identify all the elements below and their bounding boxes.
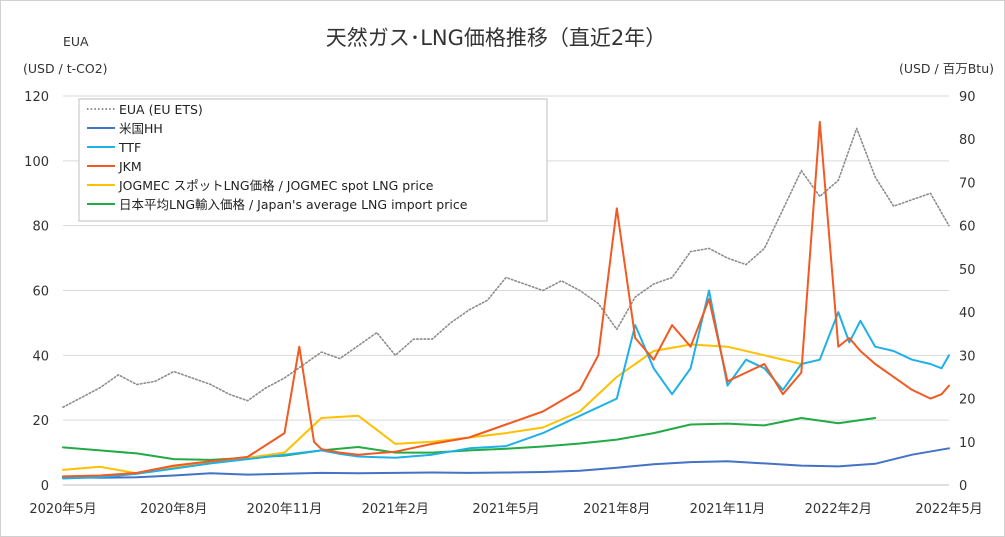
x-tick-label: 2021年5月 bbox=[472, 502, 539, 517]
left-tick-label: 20 bbox=[32, 414, 49, 429]
x-axis-ticks: 2020年5月 2020年8月 2020年11月 2021年2月 2021年5月 2021… bbox=[29, 502, 982, 517]
series-line-1 bbox=[62, 447, 950, 479]
left-axis-ticks: 0 20 40 60 80 100 120 bbox=[24, 90, 49, 494]
left-tick-label: 80 bbox=[32, 220, 49, 235]
x-tick-label: 2022年5月 bbox=[915, 502, 982, 517]
right-tick-label: 40 bbox=[959, 306, 976, 321]
x-tick-label: 2020年8月 bbox=[140, 502, 207, 517]
series-line-4 bbox=[62, 343, 803, 475]
x-tick-label: 2022年2月 bbox=[805, 502, 872, 517]
right-axis-ticks: 0 10 20 30 40 50 60 70 80 90 bbox=[959, 90, 976, 494]
x-tick-label: 2020年5月 bbox=[29, 502, 96, 517]
x-tick-label: 2021年8月 bbox=[583, 502, 650, 517]
series-line-2 bbox=[62, 289, 950, 480]
x-tick-label: 2020年11月 bbox=[247, 502, 323, 517]
legend-label: JOGMEC スポットLNG価格 / JOGMEC spot LNG price bbox=[118, 178, 434, 193]
legend-label: EUA (EU ETS) bbox=[119, 102, 203, 117]
right-tick-label: 0 bbox=[959, 479, 967, 494]
legend-label: TTF bbox=[118, 140, 141, 155]
legend-label: JKM bbox=[118, 159, 142, 174]
series-group bbox=[62, 120, 950, 480]
series-line-0 bbox=[62, 127, 950, 408]
left-axis-label-line1: EUA bbox=[63, 34, 89, 49]
series-line-3 bbox=[62, 120, 950, 478]
right-tick-label: 30 bbox=[959, 349, 976, 364]
left-tick-label: 100 bbox=[24, 155, 49, 170]
right-tick-label: 10 bbox=[959, 436, 976, 451]
x-tick-label: 2021年11月 bbox=[690, 502, 766, 517]
x-tick-label: 2021年2月 bbox=[362, 502, 429, 517]
left-tick-label: 0 bbox=[41, 479, 49, 494]
legend: EUA (EU ETS) 米国HH TTF JKM JOGMEC スポットLNG価格 /… bbox=[78, 98, 548, 222]
legend-label: 日本平均LNG輸入価格 / Japan's average LNG import… bbox=[119, 197, 468, 212]
right-tick-label: 60 bbox=[959, 220, 976, 235]
right-tick-label: 50 bbox=[959, 263, 976, 278]
right-tick-label: 90 bbox=[959, 90, 976, 105]
right-axis-label: (USD / 百万Btu) bbox=[899, 61, 994, 76]
right-tick-label: 70 bbox=[959, 176, 976, 191]
right-tick-label: 20 bbox=[959, 393, 976, 408]
left-tick-label: 120 bbox=[24, 90, 49, 105]
legend-box bbox=[78, 98, 548, 222]
series-line-5 bbox=[62, 417, 877, 461]
right-tick-label: 80 bbox=[959, 133, 976, 148]
legend-label: 米国HH bbox=[119, 121, 163, 136]
left-tick-label: 60 bbox=[32, 285, 49, 300]
left-tick-label: 40 bbox=[32, 349, 49, 364]
chart-title: 天然ガス･LNG価格推移（直近2年） bbox=[326, 26, 667, 50]
left-axis-label-line2: (USD / t-CO2) bbox=[23, 61, 108, 76]
